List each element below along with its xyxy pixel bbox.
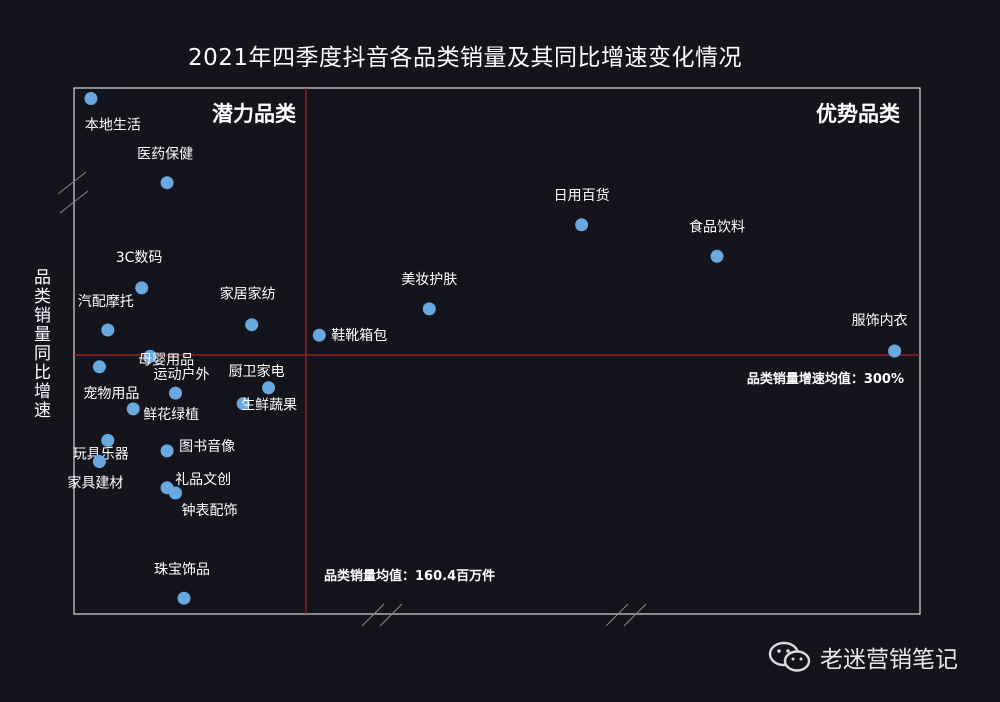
data-point <box>84 92 98 105</box>
data-point <box>262 381 276 395</box>
data-label: 厨卫家电 <box>229 363 285 380</box>
quadrant-label-potential: 潜力品类 <box>212 102 297 126</box>
data-label: 美妆护肤 <box>401 272 457 288</box>
data-label: 生鲜蔬果 <box>241 398 297 414</box>
data-label: 运动户外 <box>154 366 210 383</box>
data-point <box>160 176 174 190</box>
data-point <box>422 302 436 316</box>
y-axis-label: 品类销量同比增速 <box>30 268 50 420</box>
axis-break-mark <box>623 603 647 627</box>
data-label: 鞋靴箱包 <box>331 328 387 344</box>
data-label: 医药保健 <box>137 147 193 163</box>
data-label: 鲜花绿植 <box>143 407 199 423</box>
data-point <box>160 444 174 458</box>
data-point <box>575 218 589 232</box>
data-label: 汽配摩托 <box>78 293 134 310</box>
wechat-icon <box>768 641 811 672</box>
chart-title: 2021年四季度抖音各品类销量及其同比增速变化情况 <box>187 45 743 71</box>
axis-break-mark <box>379 603 403 627</box>
quadrant-label-advantage: 优势品类 <box>816 102 901 126</box>
data-label: 本地生活 <box>85 118 141 134</box>
data-label: 宠物用品 <box>83 386 139 402</box>
data-point <box>143 349 157 363</box>
data-label: 钟表配饰 <box>182 502 238 519</box>
data-point <box>888 344 902 358</box>
data-point <box>101 323 115 337</box>
x-mean-label: 品类销量均值：160.4百万件 <box>324 568 495 584</box>
data-point <box>245 318 259 332</box>
data-label: 玩具乐器 <box>73 446 129 462</box>
data-point <box>126 402 140 416</box>
data-label: 食品饮料 <box>689 218 745 235</box>
data-point <box>710 249 724 263</box>
data-label: 珠宝饰品 <box>154 562 210 578</box>
data-point <box>169 386 182 400</box>
plot-frame <box>73 87 921 615</box>
data-label: 图书音像 <box>179 438 235 455</box>
data-point <box>236 397 250 411</box>
axis-break-mark <box>57 171 87 195</box>
data-label: 母婴用品 <box>138 352 194 368</box>
data-point <box>135 281 149 295</box>
data-point <box>169 486 182 500</box>
data-label: 家具建材 <box>67 475 123 492</box>
watermark-text: 老迷营销笔记 <box>820 647 958 673</box>
data-label: 礼品文创 <box>175 472 231 488</box>
axis-break-mark <box>361 603 385 627</box>
data-point <box>177 591 191 605</box>
data-label: 3C数码 <box>116 250 163 266</box>
axis-break-mark <box>605 603 629 627</box>
data-point <box>92 455 106 468</box>
watermark: 老迷营销笔记 <box>768 640 958 674</box>
data-point <box>312 328 326 342</box>
data-label: 家居家纺 <box>220 286 276 303</box>
data-label: 日用百货 <box>554 187 610 204</box>
data-point <box>101 433 115 447</box>
y-mean-label: 品类销量增速均值：300% <box>747 371 904 387</box>
data-label: 服饰内衣 <box>852 313 908 329</box>
data-point <box>92 360 106 374</box>
axis-break-mark <box>59 190 89 214</box>
